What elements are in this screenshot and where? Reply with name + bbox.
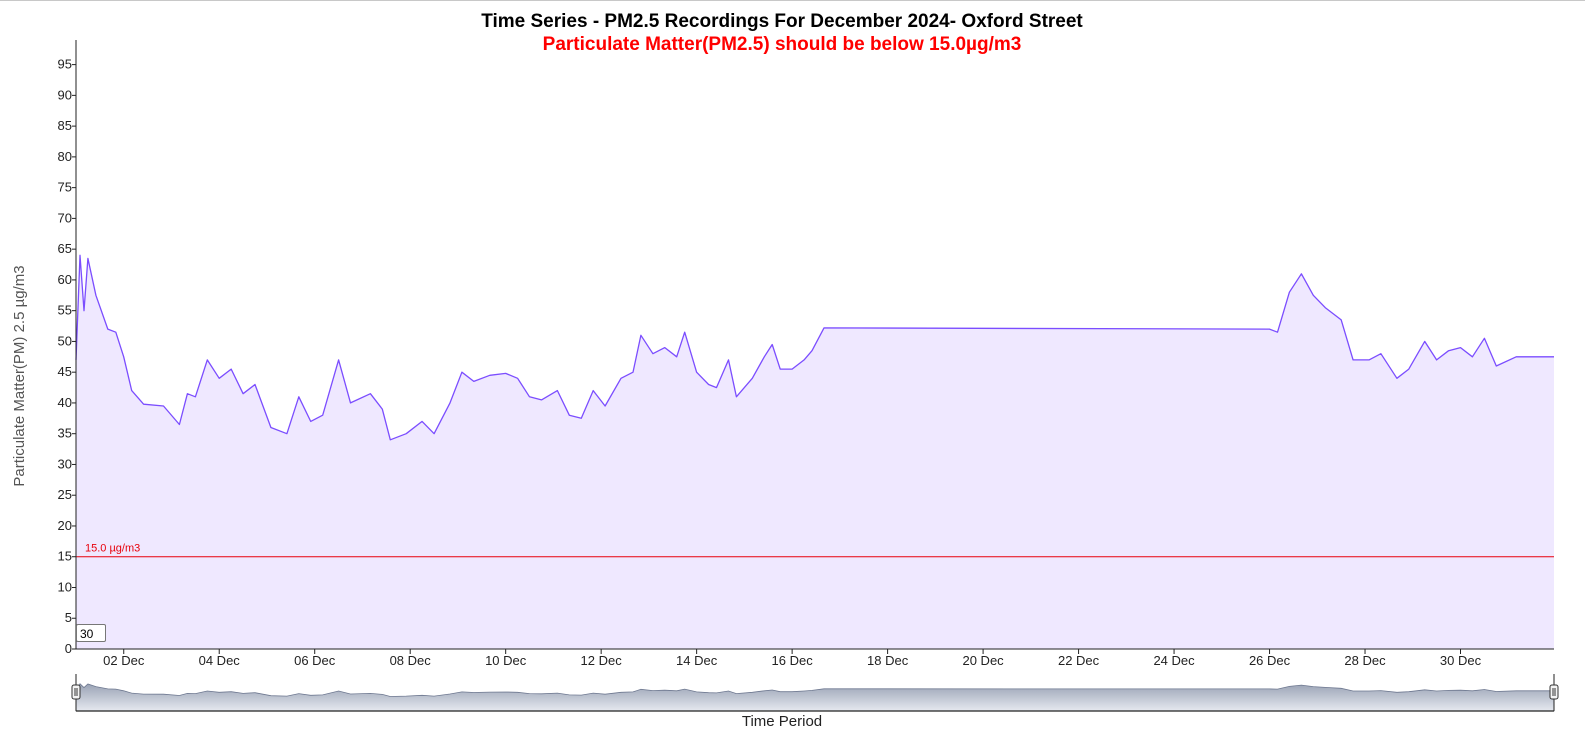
- series-area-fill: [76, 255, 1554, 650]
- range-navigator[interactable]: [71, 674, 1559, 712]
- y-tick-label: 55: [58, 303, 72, 318]
- y-tick-label: 70: [58, 210, 72, 225]
- x-tick-label: 14 Dec: [676, 653, 718, 668]
- x-tick-label: 10 Dec: [485, 653, 527, 668]
- y-axis-title: Particulate Matter(PM) 2.5 µg/m3: [11, 265, 28, 486]
- top-border: [0, 0, 1585, 1]
- x-tick-label: 02 Dec: [103, 653, 145, 668]
- y-tick-label: 50: [58, 333, 72, 348]
- y-tick-label: 80: [58, 149, 72, 164]
- y-tick-label: 35: [58, 426, 72, 441]
- x-tick-label: 08 Dec: [390, 653, 432, 668]
- series-line: [75, 254, 1554, 441]
- y-tick-label: 5: [65, 610, 72, 625]
- x-axis-title: Time Period: [742, 713, 822, 730]
- x-tick-label: 06 Dec: [294, 653, 336, 668]
- x-tick-label: 22 Dec: [1058, 653, 1100, 668]
- x-tick-label: 04 Dec: [199, 653, 241, 668]
- navigator-area: [75, 683, 1555, 712]
- y-tick-label: 0: [65, 641, 72, 656]
- y-tick-label: 90: [58, 87, 72, 102]
- plot-area: 15.0 µg/m3 0 5 10 15 20 25 30 35 40 45 50 55 60 65 70 75…: [58, 40, 1554, 668]
- navigator-right-handle[interactable]: [1549, 684, 1559, 700]
- y-tick-label: 25: [58, 487, 72, 502]
- x-tick-label: 28 Dec: [1344, 653, 1386, 668]
- y-tick-label: 45: [58, 364, 72, 379]
- y-tick-label: 65: [58, 241, 72, 256]
- y-tick-label: 20: [58, 518, 72, 533]
- y-tick-label: 10: [58, 579, 72, 594]
- y-tick-label: 95: [58, 57, 72, 72]
- chart-title: Time Series - PM2.5 Recordings For Decem…: [481, 11, 1083, 32]
- x-tick-label: 24 Dec: [1153, 653, 1195, 668]
- window-size-input[interactable]: 30: [76, 624, 106, 642]
- x-tick-label: 26 Dec: [1249, 653, 1291, 668]
- navigator-left-handle[interactable]: [71, 684, 81, 700]
- y-tick-label: 15: [58, 549, 72, 564]
- y-tick-label: 40: [58, 395, 72, 410]
- x-tick-label: 16 Dec: [772, 653, 814, 668]
- x-tick-label: 30 Dec: [1440, 653, 1482, 668]
- x-tick-label: 20 Dec: [962, 653, 1004, 668]
- threshold-label: 15.0 µg/m3: [85, 543, 140, 555]
- y-tick-label: 60: [58, 272, 72, 287]
- chart-subtitle: Particulate Matter(PM2.5) should be belo…: [543, 34, 1022, 55]
- y-tick-label: 85: [58, 118, 72, 133]
- y-tick-label: 30: [58, 456, 72, 471]
- x-tick-label: 18 Dec: [867, 653, 909, 668]
- x-tick-label: 12 Dec: [581, 653, 623, 668]
- y-tick-label: 75: [58, 180, 72, 195]
